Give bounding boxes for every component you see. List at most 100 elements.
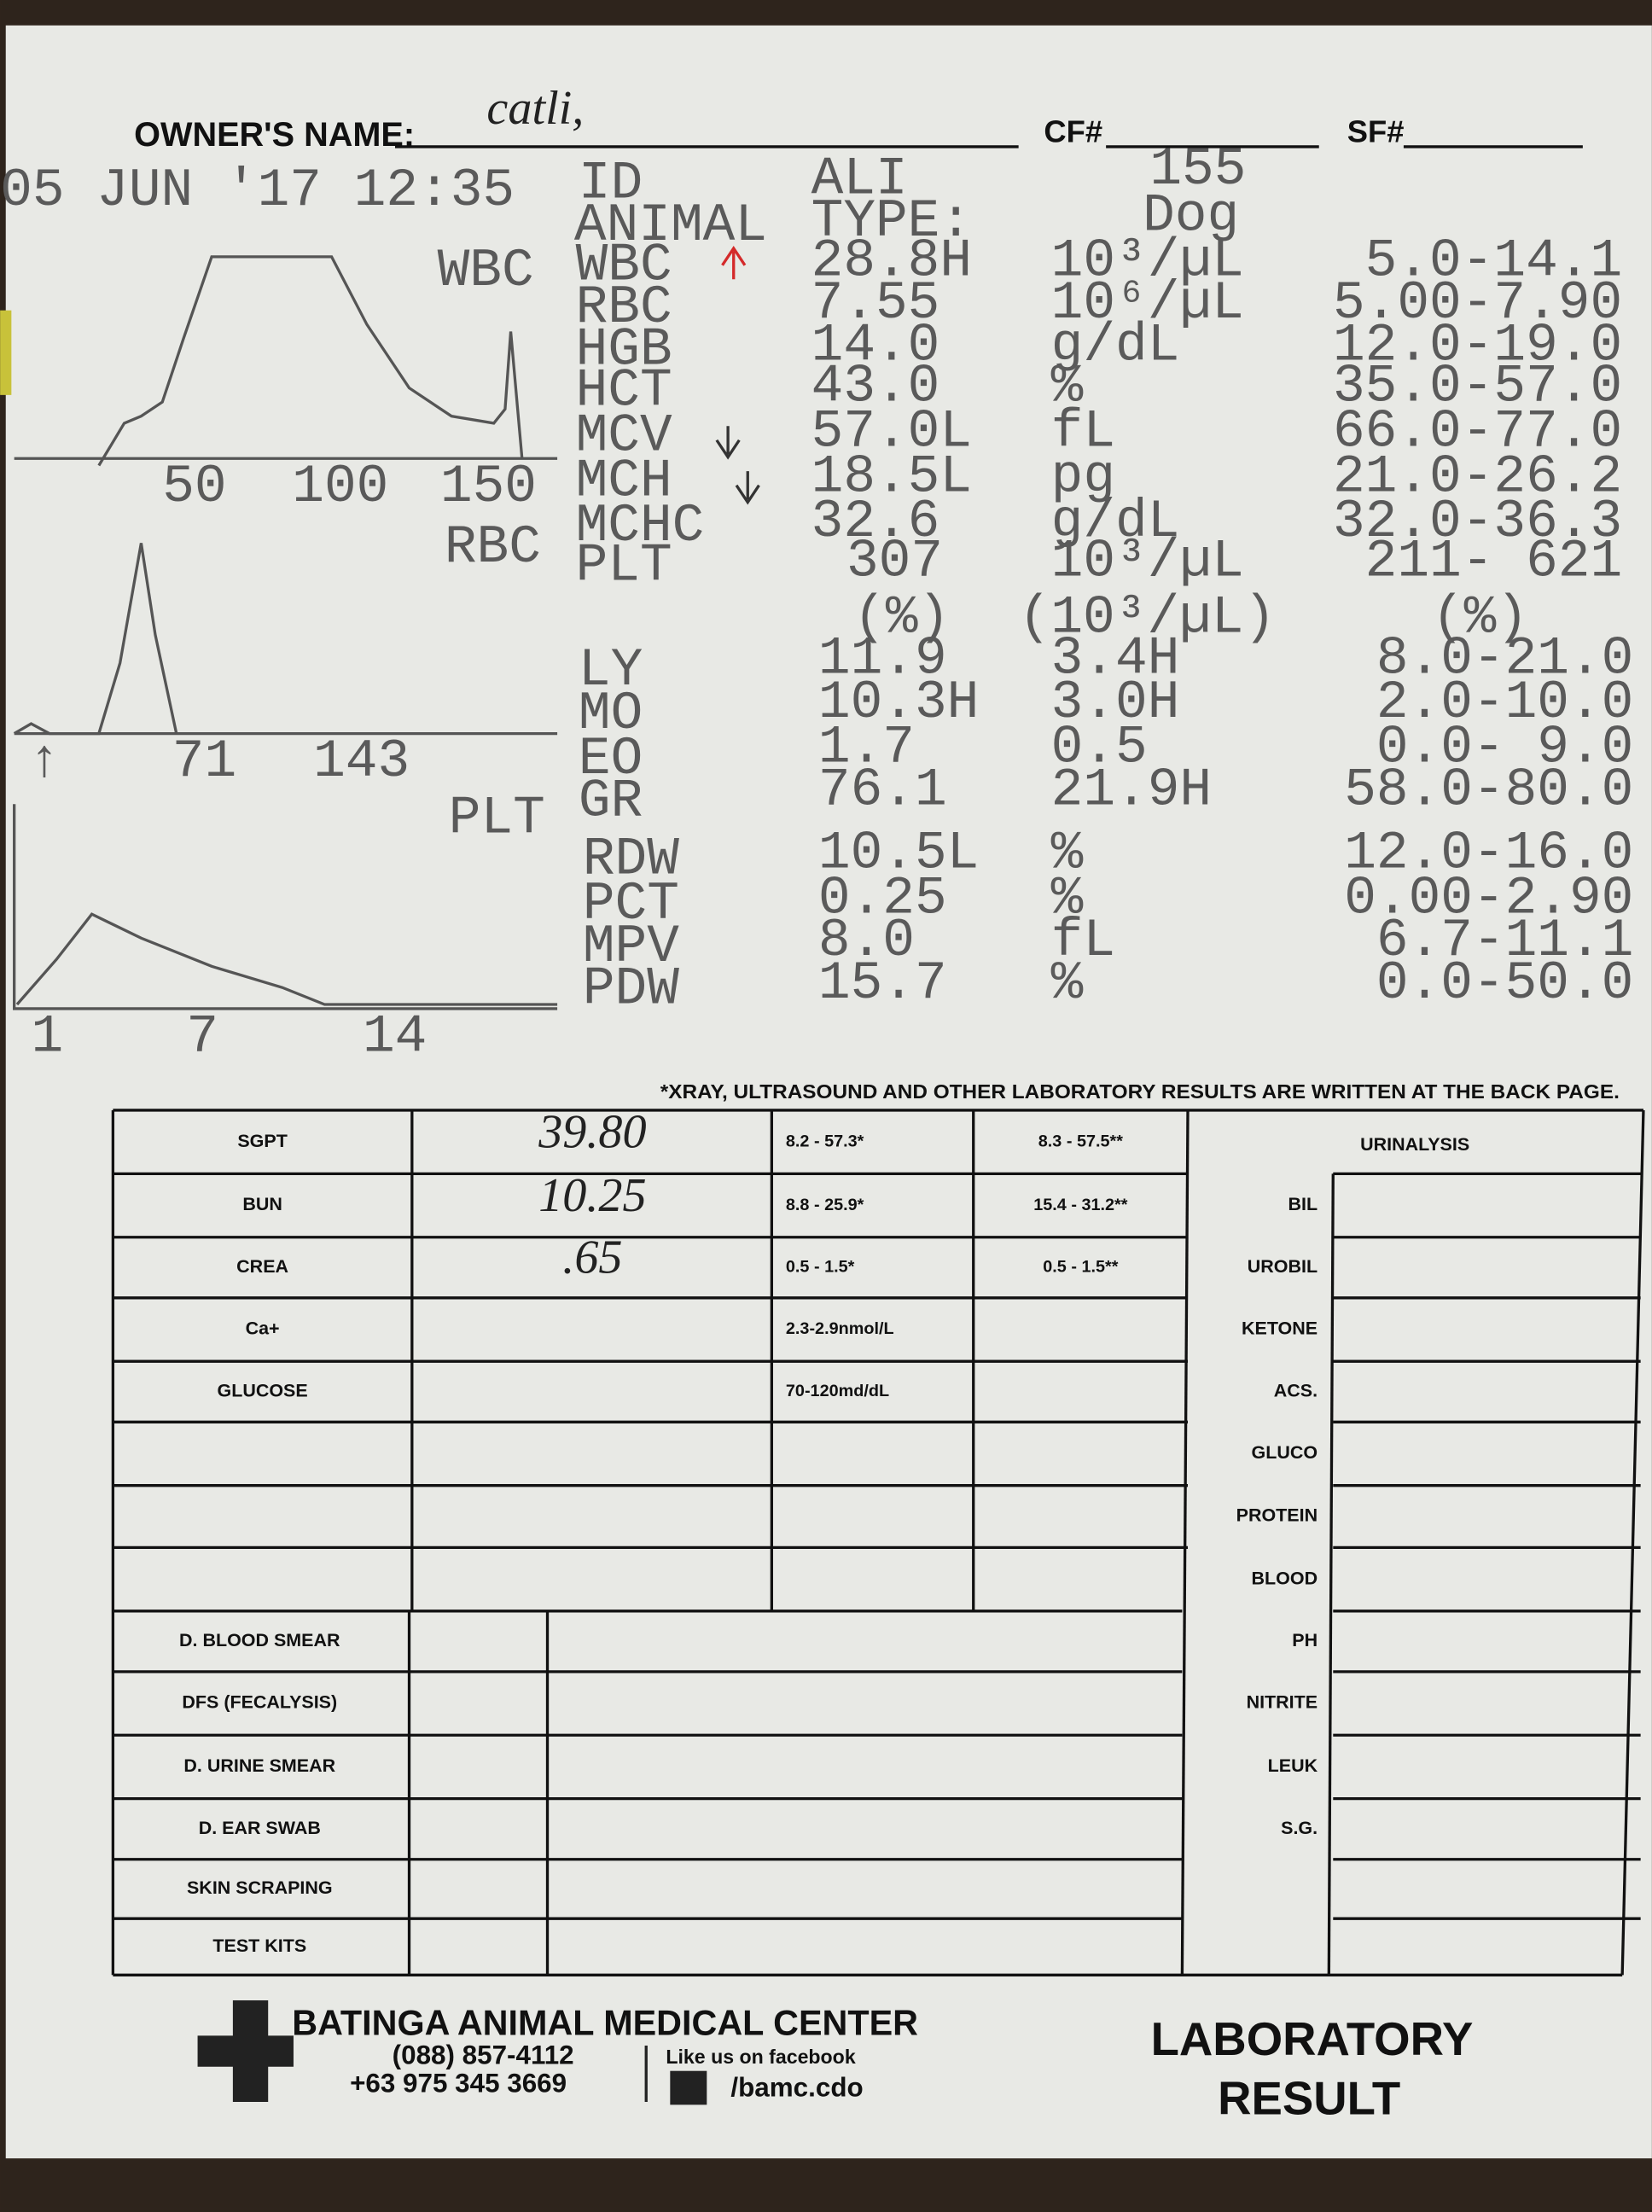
parameter: RBC (576, 277, 672, 338)
parameter: WBC (576, 235, 672, 295)
reference-2: 15.4 - 31.2** (1033, 1196, 1128, 1214)
urinalysis-item: ACS. (1274, 1380, 1318, 1400)
test-name: TEST KITS (212, 1936, 306, 1956)
down-arrow (715, 426, 741, 460)
unit: 10³/µL (1051, 230, 1244, 291)
histogram-tick: 1 (32, 1007, 64, 1068)
result: 307 (846, 532, 943, 592)
urinalysis-item: LEUK (1268, 1755, 1318, 1776)
reference-1: 8.2 - 57.3* (786, 1132, 864, 1150)
unit: g/dL (1051, 492, 1180, 552)
reference-range: 6.7-11.1 (1376, 911, 1633, 971)
parameter: MPV (583, 917, 679, 977)
absolute: 3.0H (1051, 672, 1180, 733)
result: 15.7 (818, 953, 947, 1014)
histogram-label: WBC (438, 241, 534, 301)
unit: fL (1051, 911, 1115, 971)
histogram-tick: 14 (363, 1007, 427, 1068)
test-name: DFS (FECALYSIS) (182, 1692, 337, 1713)
histogram-tick: 7 (186, 1007, 218, 1068)
test-name: Ca+ (246, 1318, 280, 1339)
parameter: MO (579, 684, 643, 744)
reference-range: 66.0-77.0 (1333, 401, 1622, 462)
reference-1: 2.3-2.9nmol/L (786, 1319, 894, 1338)
urinalysis-item: PH (1292, 1630, 1318, 1650)
logo-cross (197, 2000, 294, 2103)
test-name: SKIN SCRAPING (187, 1877, 333, 1898)
reference-1: 0.5 - 1.5* (786, 1258, 855, 1277)
reference-range: 8.0-21.0 (1376, 629, 1633, 690)
column-header: (10³/µL) (1019, 588, 1276, 649)
id-number: 155 (1149, 139, 1246, 200)
reference-range: 2.0-10.0 (1376, 672, 1633, 733)
up-arrow (721, 245, 747, 280)
phone: +63 975 345 3669 (350, 2069, 567, 2098)
rule (1620, 1109, 1645, 1976)
rule (1180, 1109, 1190, 1976)
id-value: ALI (811, 149, 908, 210)
unit: pg (1051, 446, 1115, 507)
test-result: 10.25 (538, 1169, 646, 1222)
unit: % (1051, 824, 1084, 884)
owner-name: catli, (486, 82, 584, 135)
unit: % (1051, 953, 1084, 1014)
test-name: SGPT (237, 1131, 287, 1151)
result: 10.5L (818, 824, 979, 884)
histogram-tick: ↑ (28, 731, 61, 792)
result: 7.55 (811, 273, 940, 334)
test-name: BUN (242, 1194, 282, 1214)
parameter: GR (579, 771, 643, 832)
result: 18.5L (811, 446, 972, 507)
down-arrow (735, 471, 760, 505)
rbc-curve (13, 543, 178, 736)
wbc-curve (97, 255, 524, 467)
result: 57.0L (811, 401, 972, 462)
parameter: PLT (576, 535, 672, 596)
histograms (13, 255, 558, 1010)
urinalysis-item: BLOOD (1252, 1568, 1318, 1588)
parameter: RDW (583, 829, 679, 889)
document-title: RESULT (1218, 2072, 1400, 2124)
absolute: 0.5 (1051, 718, 1148, 778)
unit: g/dL (1051, 316, 1180, 376)
test-result: .65 (562, 1231, 622, 1284)
reference-range: 35.0-57.0 (1333, 357, 1622, 417)
paper (5, 25, 1652, 2159)
datetime: 05 JUN '17 12:35 (0, 160, 515, 221)
parameter: PDW (583, 958, 679, 1019)
result: 32.6 (811, 492, 940, 552)
histogram-tick: 143 (313, 731, 410, 792)
reference-range: 0.0-50.0 (1376, 953, 1633, 1014)
result: 8.0 (818, 911, 915, 971)
unit: 10³/µL (1051, 532, 1244, 592)
percent: 1.7 (818, 718, 915, 778)
reference-range: 211- 621 (1365, 532, 1622, 592)
cf-label: CF# (1044, 114, 1102, 149)
result: 14.0 (811, 316, 940, 376)
reference-2: 8.3 - 57.5** (1038, 1132, 1123, 1150)
unit: 10⁶/µL (1051, 273, 1244, 334)
facebook-handle: /bamc.cdo (730, 2072, 863, 2102)
urinalysis-item: UROBIL (1248, 1256, 1318, 1277)
logo (197, 2000, 707, 2105)
test-result: 39.80 (538, 1105, 646, 1158)
parameter: HCT (576, 360, 672, 421)
absolute: 3.4H (1051, 629, 1180, 690)
note: *XRAY, ULTRASOUND AND OTHER LABORATORY R… (660, 1080, 1620, 1103)
result: 28.8H (811, 230, 972, 291)
test-name: D. EAR SWAB (199, 1818, 321, 1838)
parameter: MCHC (576, 496, 705, 556)
plt-curve (15, 912, 558, 1006)
unit: % (1051, 869, 1084, 929)
column-header: (%) (853, 588, 950, 649)
reference-range: 0.00-2.90 (1344, 869, 1633, 929)
type-label: TYPE: (811, 191, 972, 252)
percent: 10.3H (818, 672, 979, 733)
reference-1: 70-120md/dL (786, 1382, 889, 1400)
histogram-tick: 50 (162, 457, 226, 517)
histogram-label: PLT (449, 788, 545, 848)
percent: 76.1 (818, 760, 947, 820)
clinic-name: BATINGA ANIMAL MEDICAL CENTER (292, 2004, 918, 2043)
facebook-label: Like us on facebook (666, 2046, 855, 2068)
